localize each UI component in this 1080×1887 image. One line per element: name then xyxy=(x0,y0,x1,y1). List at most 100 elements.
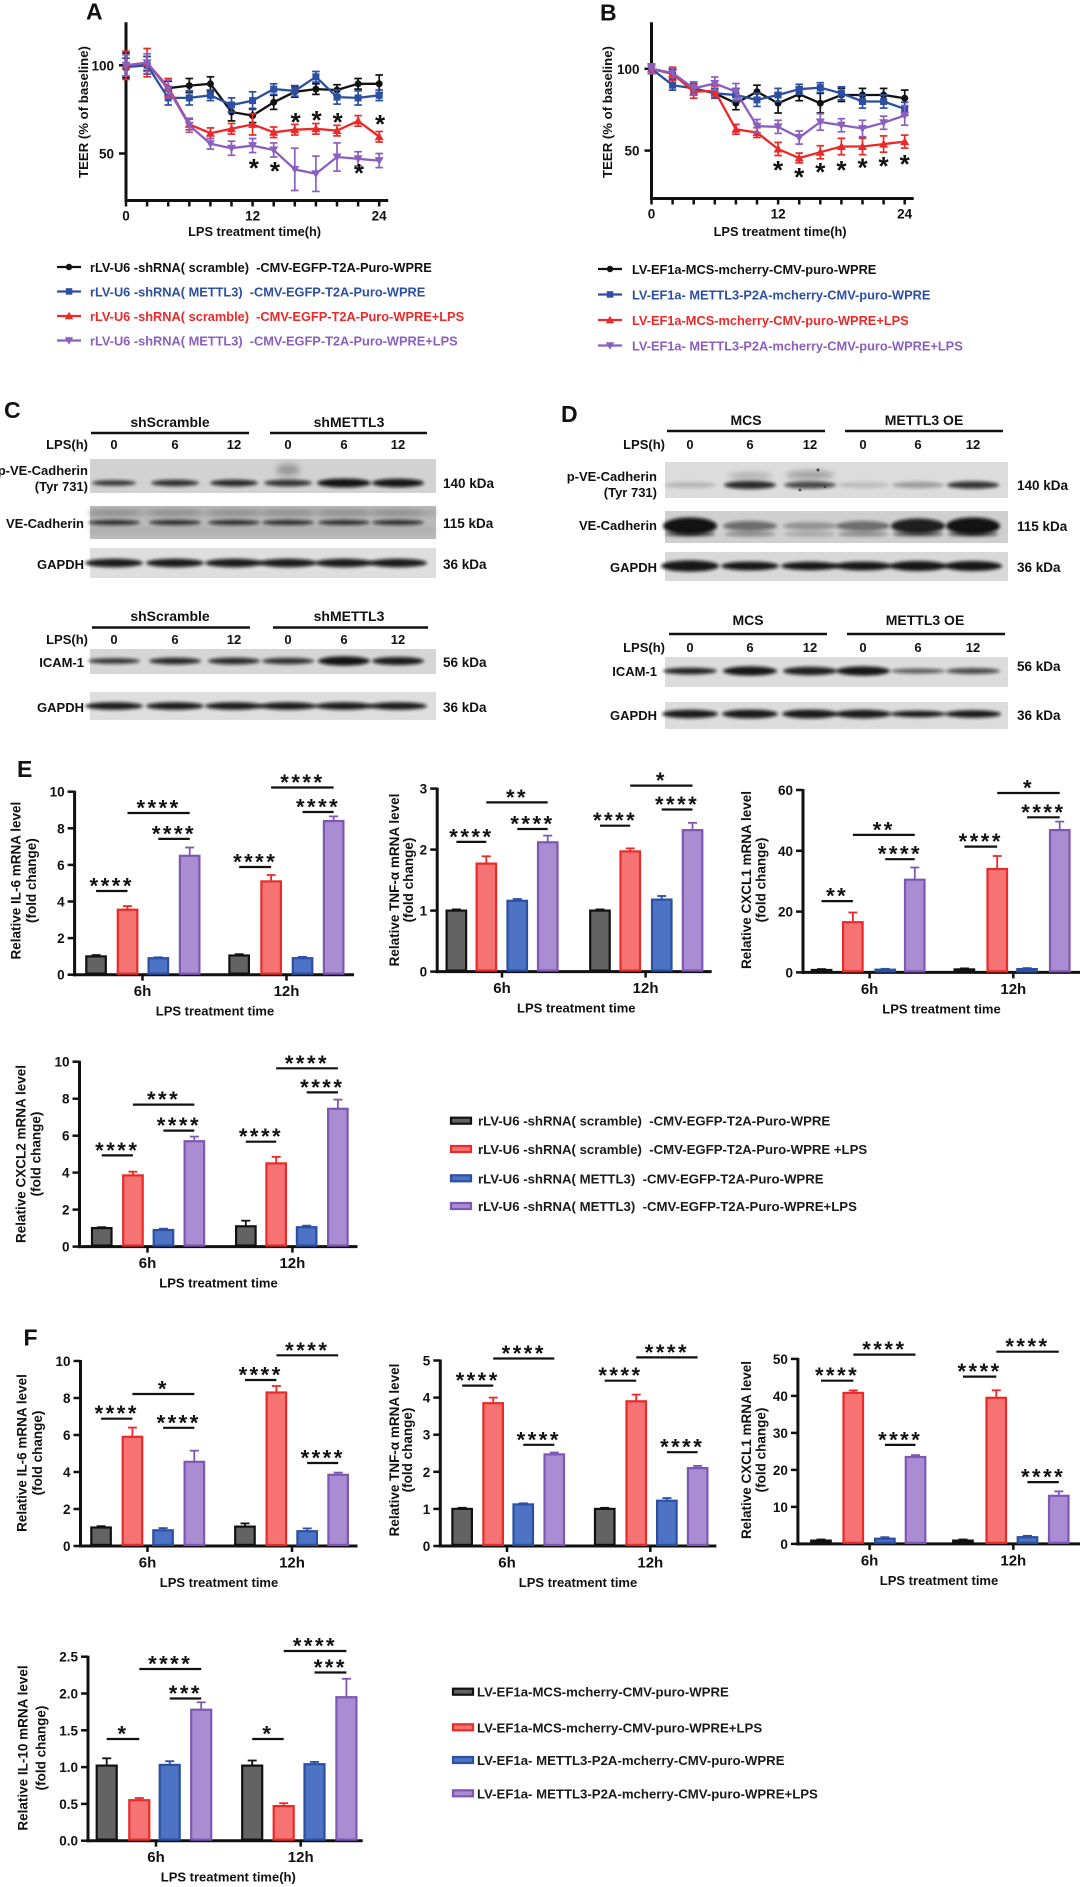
svg-text:140 kDa: 140 kDa xyxy=(443,476,495,491)
svg-text:METTL3 OE: METTL3 OE xyxy=(885,412,964,428)
svg-text:(Tyr 731): (Tyr 731) xyxy=(35,479,88,494)
svg-text:0.0: 0.0 xyxy=(59,1834,78,1849)
svg-text:LPS treatment time: LPS treatment time xyxy=(159,1276,277,1291)
svg-text:12h: 12h xyxy=(279,1255,305,1272)
svg-text:50: 50 xyxy=(624,144,639,159)
svg-text:20: 20 xyxy=(773,1463,788,1478)
svg-text:A: A xyxy=(86,0,103,25)
svg-text:(fold change): (fold change) xyxy=(30,1411,45,1496)
svg-text:36 kDa: 36 kDa xyxy=(1017,560,1061,575)
svg-text:12: 12 xyxy=(391,437,405,452)
svg-text:12: 12 xyxy=(227,632,241,647)
svg-text:LV-EF1a- METTL3-P2A-mcherry-CM: LV-EF1a- METTL3-P2A-mcherry-CMV-puro-WPR… xyxy=(477,1753,785,1768)
svg-text:(fold change): (fold change) xyxy=(400,1408,415,1493)
svg-text:**: ** xyxy=(506,785,528,810)
svg-text:10: 10 xyxy=(773,1500,788,1515)
svg-text:*: * xyxy=(836,155,847,185)
svg-text:12: 12 xyxy=(966,640,980,655)
svg-text:8: 8 xyxy=(63,1391,71,1406)
svg-text:****: **** xyxy=(815,1363,859,1388)
svg-text:LV-EF1a-MCS-mcherry-CMV-puro-W: LV-EF1a-MCS-mcherry-CMV-puro-WPRE xyxy=(632,262,877,277)
svg-text:6: 6 xyxy=(914,640,921,655)
svg-text:*: * xyxy=(656,768,667,793)
svg-text:****: **** xyxy=(456,1368,500,1393)
svg-text:****: **** xyxy=(95,1401,139,1426)
svg-text:6h: 6h xyxy=(493,980,511,997)
svg-text:****: **** xyxy=(598,1363,642,1388)
svg-text:2: 2 xyxy=(420,843,428,858)
svg-text:MCS: MCS xyxy=(730,412,761,428)
svg-text:6h: 6h xyxy=(861,1552,879,1569)
svg-text:LPS treatment time(h): LPS treatment time(h) xyxy=(714,224,847,239)
svg-text:****: **** xyxy=(152,821,196,846)
svg-text:0: 0 xyxy=(62,1240,70,1255)
svg-text:12: 12 xyxy=(245,209,260,224)
svg-text:rLV-U6 -shRNA( scramble) -CMV: rLV-U6 -shRNA( scramble) -CMV-EGFP-T2A-P… xyxy=(478,1142,867,1157)
svg-text:LV-EF1a- METTL3-P2A-mcherry-CM: LV-EF1a- METTL3-P2A-mcherry-CMV-puro-WPR… xyxy=(632,339,963,354)
svg-text:****: **** xyxy=(449,824,493,849)
svg-text:ICAM-1: ICAM-1 xyxy=(612,664,657,679)
svg-text:*: * xyxy=(815,157,826,187)
svg-text:12: 12 xyxy=(771,207,786,222)
svg-text:6: 6 xyxy=(171,437,178,452)
svg-text:rLV-U6 -shRNA( METTL3) -CMV-E: rLV-U6 -shRNA( METTL3) -CMV-EGFP-T2A-Pur… xyxy=(478,1199,857,1214)
svg-text:rLV-U6 -shRNA( scramble) -CMV: rLV-U6 -shRNA( scramble) -CMV-EGFP-T2A-P… xyxy=(90,260,432,275)
svg-text:**: ** xyxy=(873,817,895,842)
svg-text:****: **** xyxy=(300,1075,344,1100)
svg-text:Relative IL-6 mRNA level: Relative IL-6 mRNA level xyxy=(8,802,23,960)
svg-text:LV-EF1a- METTL3-P2A-mcherry-CM: LV-EF1a- METTL3-P2A-mcherry-CMV-puro-WPR… xyxy=(632,288,931,303)
svg-text:Relative CXCL1 mRNA level: Relative CXCL1 mRNA level xyxy=(739,1361,754,1539)
svg-text:(fold change): (fold change) xyxy=(24,838,39,923)
svg-text:12: 12 xyxy=(227,437,241,452)
svg-text:0: 0 xyxy=(686,437,693,452)
svg-text:2: 2 xyxy=(57,931,65,946)
svg-text:LV-EF1a-MCS-mcherry-CMV-puro-W: LV-EF1a-MCS-mcherry-CMV-puro-WPRE+LPS xyxy=(632,313,909,328)
svg-text:****: **** xyxy=(510,812,554,837)
svg-text:36 kDa: 36 kDa xyxy=(443,557,487,572)
svg-text:Relative CXCL1 mRNA level: Relative CXCL1 mRNA level xyxy=(739,791,754,969)
svg-text:TEER (% of baseline): TEER (% of baseline) xyxy=(76,46,91,178)
svg-text:D: D xyxy=(561,401,578,427)
svg-text:30: 30 xyxy=(773,1426,788,1441)
svg-text:****: **** xyxy=(957,1359,1001,1384)
svg-text:12: 12 xyxy=(391,632,405,647)
svg-text:0: 0 xyxy=(648,207,656,222)
svg-text:****: **** xyxy=(90,874,134,899)
svg-text:0: 0 xyxy=(57,968,65,983)
svg-text:24: 24 xyxy=(372,209,388,224)
svg-text:*: * xyxy=(262,1722,273,1747)
svg-text:LPS treatment time: LPS treatment time xyxy=(156,1004,274,1019)
svg-text:6h: 6h xyxy=(498,1555,516,1572)
svg-text:LPS treatment time: LPS treatment time xyxy=(882,1001,1000,1016)
svg-text:12: 12 xyxy=(966,437,980,452)
svg-text:12h: 12h xyxy=(1000,1552,1026,1569)
svg-text:LPS(h): LPS(h) xyxy=(623,640,665,655)
svg-text:LPS(h): LPS(h) xyxy=(46,632,88,647)
svg-text:2: 2 xyxy=(423,1465,431,1480)
svg-text:B: B xyxy=(600,0,617,26)
svg-text:6: 6 xyxy=(914,437,921,452)
svg-text:6h: 6h xyxy=(147,1849,165,1866)
svg-text:****: **** xyxy=(136,796,180,821)
svg-text:50: 50 xyxy=(773,1352,788,1367)
svg-text:shMETTL3: shMETTL3 xyxy=(314,414,385,430)
svg-text:LPS treatment time: LPS treatment time xyxy=(519,1575,637,1590)
svg-text:0: 0 xyxy=(110,632,117,647)
svg-text:rLV-U6 -shRNA( METTL3) -CMV-E: rLV-U6 -shRNA( METTL3) -CMV-EGFP-T2A-Pur… xyxy=(478,1171,824,1186)
svg-text:0: 0 xyxy=(859,437,866,452)
svg-text:0: 0 xyxy=(284,632,291,647)
svg-text:*: * xyxy=(1023,776,1034,801)
svg-text:GAPDH: GAPDH xyxy=(610,708,657,723)
svg-text:TEER (% of baseline): TEER (% of baseline) xyxy=(600,46,615,178)
svg-text:****: **** xyxy=(660,1435,704,1460)
svg-text:****: **** xyxy=(517,1427,561,1452)
svg-text:2.5: 2.5 xyxy=(59,1650,78,1665)
svg-text:*: * xyxy=(794,162,805,192)
svg-text:12: 12 xyxy=(803,640,817,655)
svg-text:4: 4 xyxy=(63,1465,71,1480)
svg-text:12h: 12h xyxy=(637,1555,663,1572)
svg-text:****: **** xyxy=(645,1340,689,1365)
svg-text:0: 0 xyxy=(284,437,291,452)
svg-text:0: 0 xyxy=(110,437,117,452)
svg-text:LPS(h): LPS(h) xyxy=(623,437,665,452)
